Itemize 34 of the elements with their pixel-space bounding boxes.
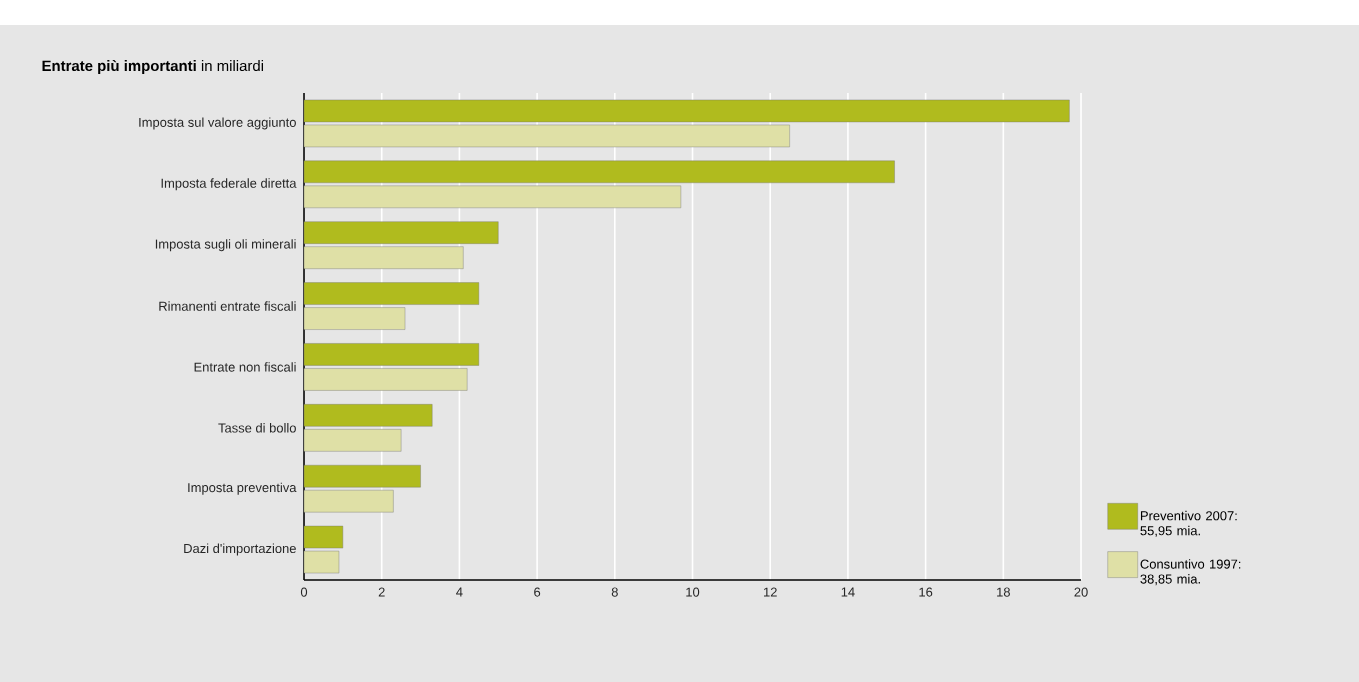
y-tick-label: Imposta federale diretta: [161, 178, 297, 191]
bar: [303, 368, 468, 391]
x-tick-label: 16: [919, 587, 933, 597]
x-tick-label: 14: [841, 587, 855, 597]
y-tick-label: Imposta sul valore aggiunto: [139, 117, 296, 130]
x-tick-label: 4: [456, 587, 463, 597]
x-tick-label: 18: [997, 587, 1010, 597]
text: Entrate più importanti in miliardi: [42, 59, 263, 75]
bar: [303, 464, 421, 488]
x-tick-label: 2: [378, 587, 385, 597]
bar: [303, 307, 406, 330]
x-tick-label: 10: [686, 587, 700, 597]
bar: [303, 185, 682, 209]
bar: [303, 343, 480, 366]
bar: [303, 221, 499, 244]
bar: [303, 404, 433, 427]
legend-label: Preventivo 2007: 55,95 mia.: [1140, 510, 1237, 537]
bar: [303, 489, 394, 513]
y-tick-label: Imposta preventiva: [188, 482, 297, 495]
y-tick-label: Entrate non fiscali: [194, 362, 296, 372]
x-tick-label: 20: [1074, 587, 1088, 597]
y-tick-label: Rimanenti entrate fiscali: [159, 301, 296, 311]
x-tick-label: 8: [611, 587, 618, 597]
bar: [303, 429, 402, 452]
x-tick-label: 12: [764, 587, 777, 597]
y-tick-label: Imposta sugli oli minerali: [155, 239, 296, 252]
x-tick-label: 0: [300, 587, 308, 597]
bar: [303, 160, 895, 184]
x-tick-label: 6: [534, 587, 541, 597]
bar: [303, 246, 464, 269]
bar: [303, 282, 480, 305]
legend-label: Consuntivo 1997: 38,85 mia.: [1140, 559, 1241, 586]
y-tick-label: Tasse di bollo: [218, 423, 296, 433]
y-tick-label: Dazi d'importazione: [184, 543, 296, 556]
